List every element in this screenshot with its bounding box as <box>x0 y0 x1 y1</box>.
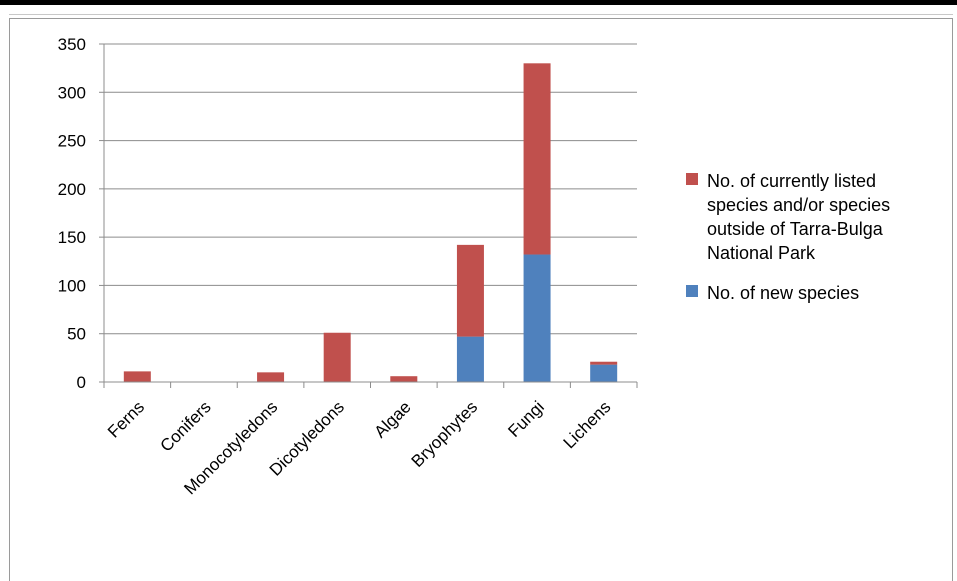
category-label: Fungi <box>504 397 548 441</box>
bar-algae-series-1 <box>390 376 418 382</box>
legend-label: species and/or species <box>707 195 890 215</box>
bars <box>123 63 618 382</box>
bar-bryophytes-series-0 <box>456 336 484 382</box>
bar-fungi-series-1 <box>523 63 551 255</box>
legend-label: No. of currently listed <box>707 171 876 191</box>
bar-lichens-series-1 <box>590 361 618 365</box>
legend-label: No. of new species <box>707 283 859 303</box>
legend-swatch <box>686 285 698 297</box>
y-tick-label: 200 <box>58 180 86 199</box>
legend: No. of currently listed species and/or sp… <box>686 171 890 303</box>
legend-label: National Park <box>707 243 816 263</box>
bar-bryophytes-series-1 <box>456 244 484 337</box>
bar-dicotyledons-series-1 <box>323 332 351 382</box>
bar-monocotyledons-series-1 <box>257 372 285 382</box>
gridlines <box>104 43 637 335</box>
y-tick-label: 50 <box>67 325 86 344</box>
bar-fungi-series-0 <box>523 254 551 382</box>
y-tick-label: 300 <box>58 83 86 102</box>
y-tick-labels: 0 50 100 150 200 250 300 350 <box>58 35 86 392</box>
category-label: Bryophytes <box>408 397 482 471</box>
y-tick-label: 150 <box>58 228 86 247</box>
legend-label: outside of Tarra-Bulga <box>707 219 884 239</box>
y-tick-label: 250 <box>58 132 86 151</box>
y-tick-label: 0 <box>77 373 86 392</box>
category-label: Conifers <box>157 397 215 455</box>
category-label: Lichens <box>560 397 615 452</box>
chart-frame <box>9 18 953 581</box>
category-label: Algae <box>370 397 414 441</box>
y-tick-label: 350 <box>58 35 86 54</box>
legend-swatch <box>686 173 698 185</box>
axes <box>99 43 638 388</box>
bar-lichens-series-0 <box>590 364 618 382</box>
bar-ferns-series-1 <box>123 371 151 382</box>
y-tick-label: 100 <box>58 276 86 295</box>
top-rule <box>9 14 953 15</box>
category-label: Ferns <box>104 397 148 441</box>
top-border-bar <box>0 0 957 5</box>
